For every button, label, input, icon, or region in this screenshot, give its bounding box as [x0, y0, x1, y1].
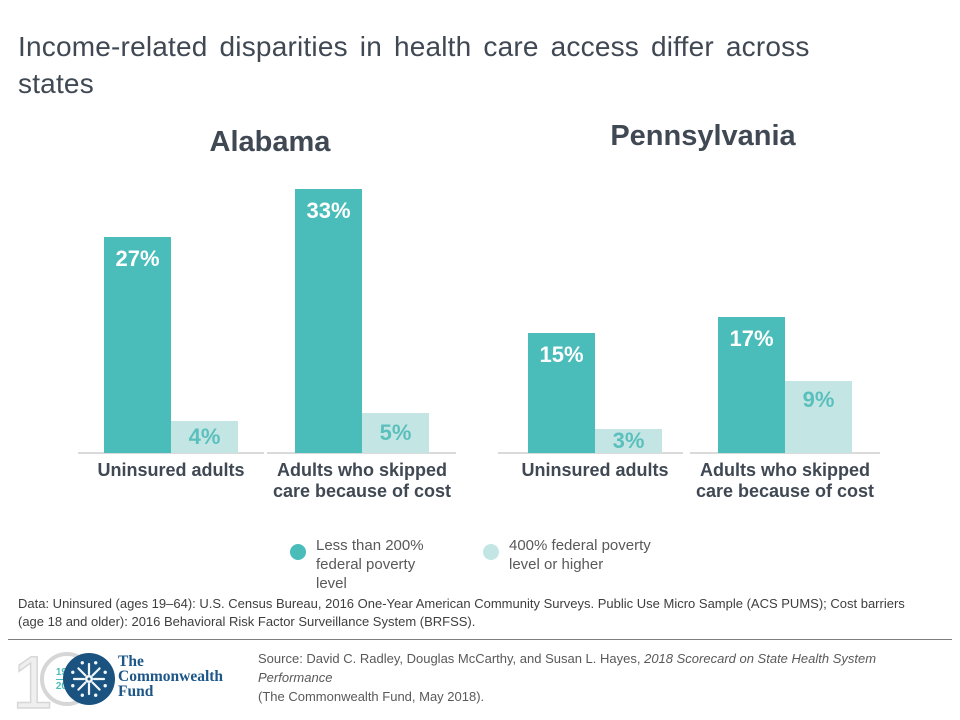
- legend-item-high-income: 400% federal poverty level or higher: [483, 536, 651, 574]
- pennsylvania-axis-segment: [498, 452, 683, 454]
- pennsylvania-value-label: 17%: [729, 326, 774, 351]
- legend-label-high-income: 400% federal poverty level or higher: [509, 536, 651, 574]
- legend-swatch-low-income-icon: [290, 544, 306, 560]
- category-label-line: Adults who skipped: [699, 460, 870, 480]
- alabama-bar-high-income-2: 5%: [362, 413, 429, 453]
- source-line-3: (The Commonwealth Fund, May 2018).: [258, 687, 938, 706]
- source-line-2: Performance: [258, 668, 938, 687]
- alabama-bar-high-income-1: 4%: [171, 421, 238, 453]
- legend-label-line: federal poverty: [316, 556, 416, 573]
- pennsylvania-value-label: 9%: [802, 387, 835, 412]
- alabama-category-label-1: Uninsured adults: [53, 460, 289, 481]
- source-line-1: Source: David C. Radley, Douglas McCarth…: [258, 649, 938, 668]
- pennsylvania-bar-high-income-1: 3%: [595, 428, 662, 453]
- logo-org-line: Commonwealth: [118, 668, 224, 685]
- page-title-line-2: states: [18, 68, 94, 99]
- pennsylvania-header: Pennsylvania: [610, 120, 796, 152]
- pennsylvania-value-label: 15%: [539, 342, 584, 367]
- alabama-axis-segment: [78, 452, 264, 454]
- pennsylvania-bar-low-income-2: 17%: [718, 317, 785, 453]
- pennsylvania-bar-low-income-1: 15%: [528, 333, 595, 453]
- alabama-bar-low-income-2: 33%: [295, 189, 362, 453]
- legend-label-line: level or higher: [509, 556, 604, 573]
- logo-org-line: Fund: [118, 683, 154, 700]
- pennsylvania-category-label-2: Adults who skipped care because of cost: [667, 460, 903, 502]
- legend-label-line: 400% federal poverty: [509, 537, 651, 554]
- logo-org-line: The: [118, 653, 144, 670]
- alabama-header: Alabama: [209, 126, 331, 158]
- source-report-title: 2018 Scorecard on State Health System: [644, 651, 877, 666]
- alabama-value-label: 33%: [306, 198, 351, 223]
- alabama-value-label: 5%: [379, 420, 412, 445]
- data-note-line-1: Data: Uninsured (ages 19–64): U.S. Censu…: [18, 596, 905, 611]
- pennsylvania-bar-high-income-2: 9%: [785, 381, 852, 453]
- pennsylvania-axis-segment: [690, 452, 880, 454]
- alabama-axis-segment: [267, 452, 456, 454]
- legend-label-line: level: [316, 575, 347, 592]
- page-title-line-1: Income-related disparities in health car…: [18, 31, 810, 62]
- category-label-line: Uninsured adults: [521, 460, 669, 480]
- category-label-line: care because of cost: [272, 481, 452, 501]
- logo-org-name: The Commonwealth Fund: [118, 653, 224, 700]
- legend-swatch-high-income-icon: [483, 544, 499, 560]
- legend-label-line: Less than 200%: [316, 537, 424, 554]
- category-label-line: care because of cost: [695, 481, 875, 501]
- alabama-value-label: 27%: [115, 246, 160, 271]
- data-note-line-2: (age 18 and older): 2016 Behavioral Risk…: [18, 614, 476, 629]
- alabama-category-label-2: Adults who skipped care because of cost: [244, 460, 480, 502]
- source-prefix: Source: David C. Radley, Douglas McCarth…: [258, 651, 645, 666]
- alabama-value-label: 4%: [188, 424, 221, 449]
- category-label-line: Uninsured adults: [97, 460, 245, 480]
- source-suffix: (The Commonwealth Fund, May 2018).: [258, 689, 485, 704]
- source-citation: Source: David C. Radley, Douglas McCarth…: [258, 649, 938, 706]
- snowflake-globe-icon: [63, 653, 115, 705]
- pennsylvania-value-label: 3%: [612, 428, 645, 453]
- pennsylvania-category-label-1: Uninsured adults: [477, 460, 713, 481]
- data-note: Data: Uninsured (ages 19–64): U.S. Censu…: [18, 595, 948, 631]
- footer-divider: [8, 639, 952, 640]
- legend-item-low-income: Less than 200% federal poverty level: [290, 536, 424, 593]
- page-title: Income-related disparities in health car…: [18, 28, 908, 102]
- legend-label-low-income: Less than 200% federal poverty level: [316, 536, 424, 593]
- alabama-bar-low-income-1: 27%: [104, 237, 171, 453]
- category-label-line: Adults who skipped: [276, 460, 447, 480]
- source-report-title-cont: Performance: [258, 670, 333, 685]
